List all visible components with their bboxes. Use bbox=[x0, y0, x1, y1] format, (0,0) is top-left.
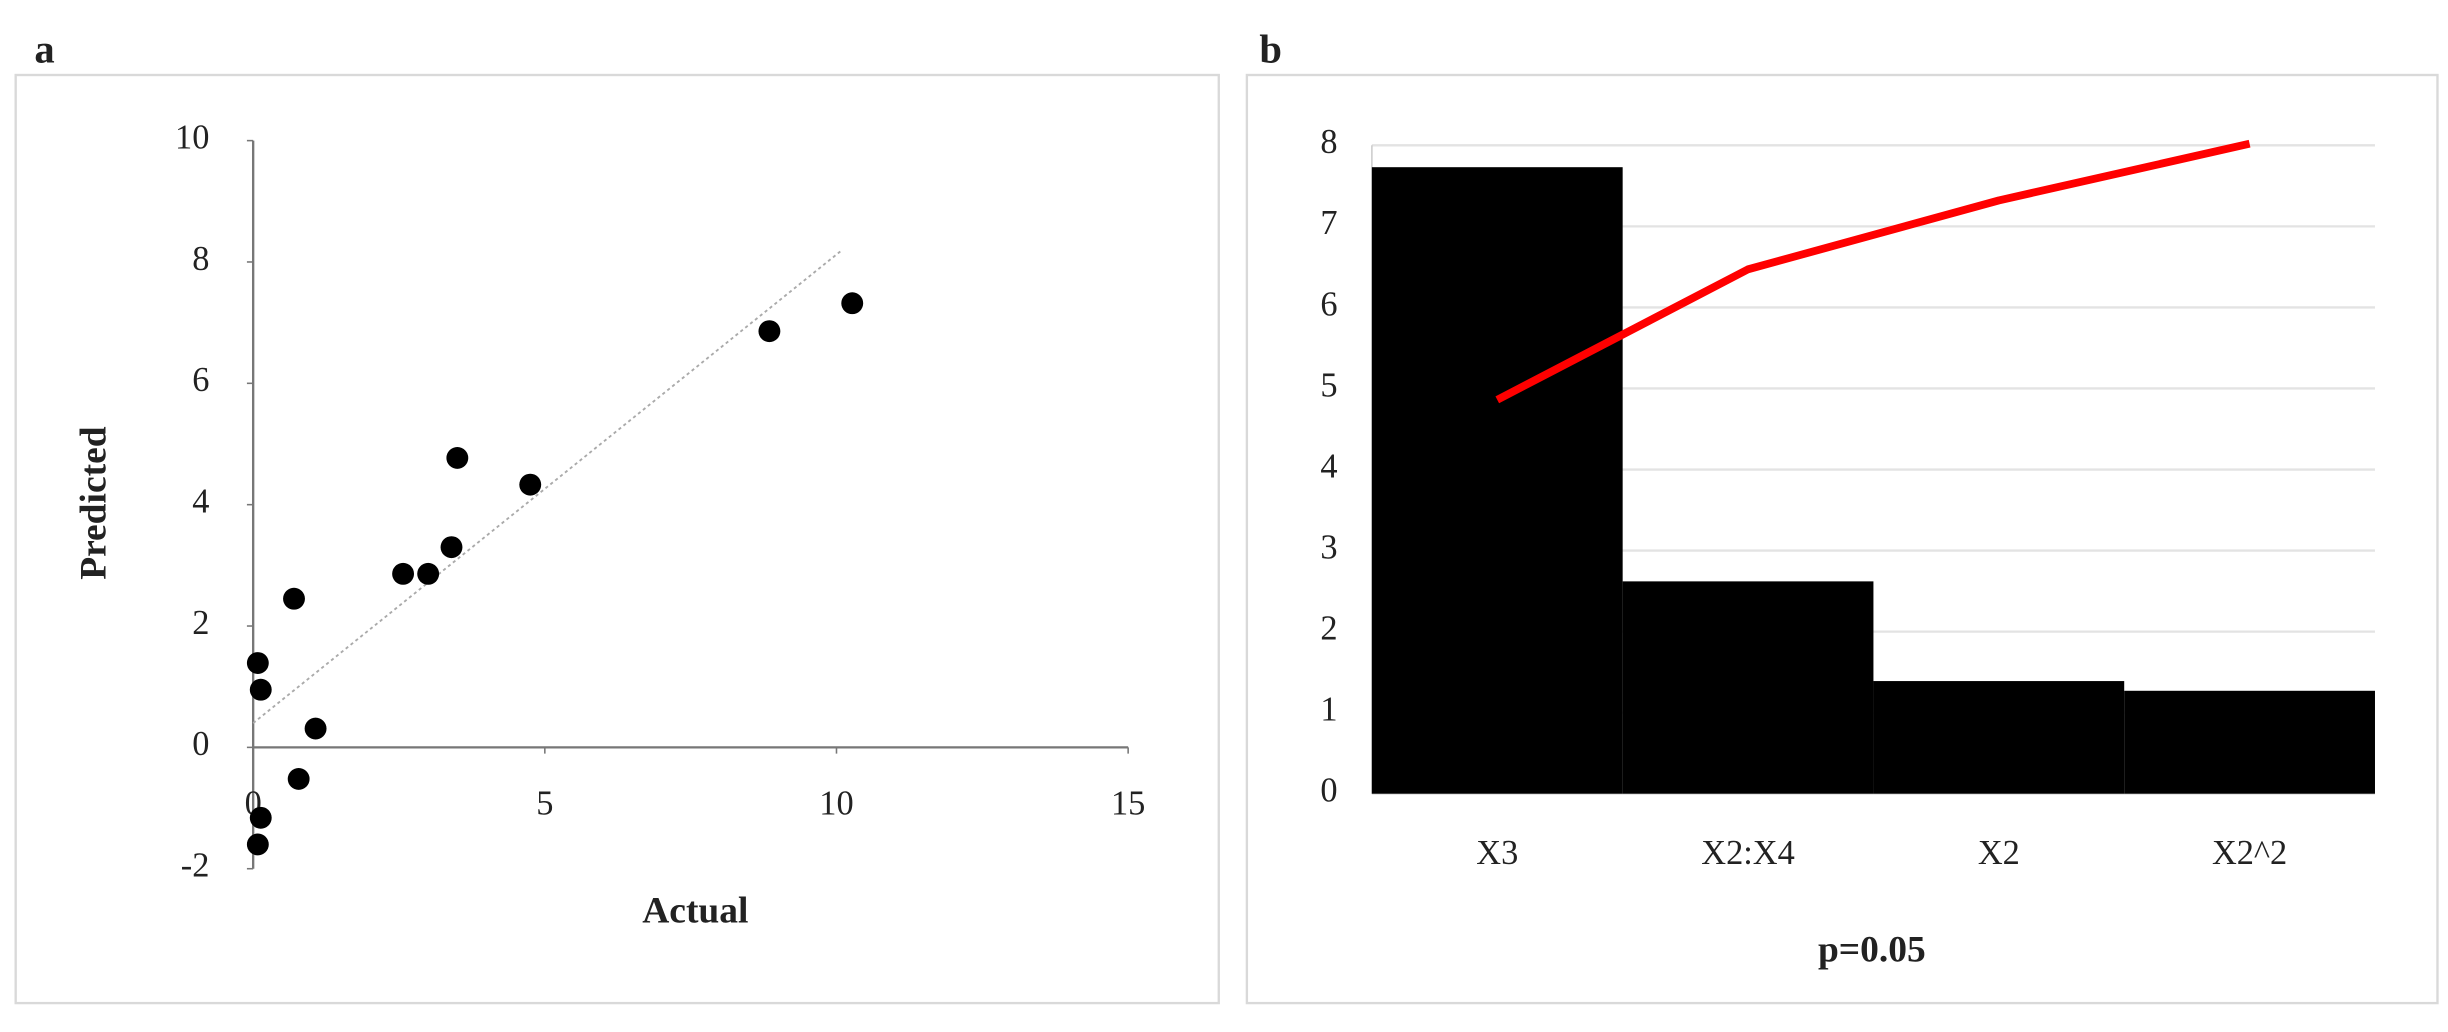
x-tick-label: 5 bbox=[536, 785, 553, 823]
x-axis-title: Actual bbox=[642, 891, 748, 932]
y-axis-title: Predicted bbox=[74, 426, 115, 580]
cumulative-line bbox=[1495, 139, 2251, 404]
x-tick-label: X2 bbox=[1978, 834, 2020, 872]
y-tick-label: 2 bbox=[192, 604, 209, 642]
bar bbox=[1622, 581, 1874, 794]
y-tick-label: -2 bbox=[181, 847, 210, 885]
point bbox=[440, 536, 463, 559]
y-tick-label: 5 bbox=[1320, 366, 1337, 404]
panel-a-frame bbox=[14, 73, 1220, 1005]
y-tick-label: 3 bbox=[1320, 528, 1337, 566]
bar bbox=[1873, 681, 2125, 794]
y-tick-label: 6 bbox=[1320, 285, 1337, 323]
y-tick-label: 8 bbox=[1320, 123, 1337, 161]
y-tick-label: 6 bbox=[192, 361, 209, 399]
point bbox=[283, 587, 305, 610]
point bbox=[287, 767, 310, 790]
panel-label: b bbox=[1259, 26, 1282, 71]
y-tick-label: 10 bbox=[175, 119, 209, 157]
point bbox=[519, 473, 542, 496]
y-tick-label: 1 bbox=[1320, 691, 1337, 729]
y-tick-label: 8 bbox=[192, 240, 209, 278]
y-tick-label: 4 bbox=[1320, 447, 1337, 485]
point bbox=[417, 562, 440, 585]
y-tick-label: 4 bbox=[192, 483, 209, 521]
trendline bbox=[252, 249, 843, 724]
point bbox=[249, 678, 272, 701]
bar bbox=[1371, 167, 1623, 794]
y-tick-label: 7 bbox=[1320, 204, 1337, 242]
x-axis-title: p=0.05 bbox=[1818, 930, 1926, 971]
point bbox=[246, 833, 269, 856]
x-tick-label: 15 bbox=[1111, 785, 1145, 823]
point bbox=[446, 447, 469, 469]
point bbox=[246, 652, 269, 674]
x-tick-label: X2:X4 bbox=[1701, 834, 1795, 872]
point bbox=[758, 320, 781, 343]
point bbox=[304, 717, 327, 740]
y-tick-label: 0 bbox=[192, 725, 209, 763]
y-tick-label: 2 bbox=[1320, 610, 1337, 648]
point bbox=[249, 806, 272, 829]
panel-label: a bbox=[34, 26, 54, 71]
point bbox=[841, 292, 864, 315]
x-tick-label: 10 bbox=[819, 785, 853, 823]
x-tick-label: X2^2 bbox=[2212, 834, 2287, 872]
point bbox=[392, 562, 415, 585]
y-tick-label: 0 bbox=[1320, 772, 1337, 810]
bar bbox=[2124, 690, 2375, 794]
x-tick-label: X3 bbox=[1476, 834, 1518, 872]
